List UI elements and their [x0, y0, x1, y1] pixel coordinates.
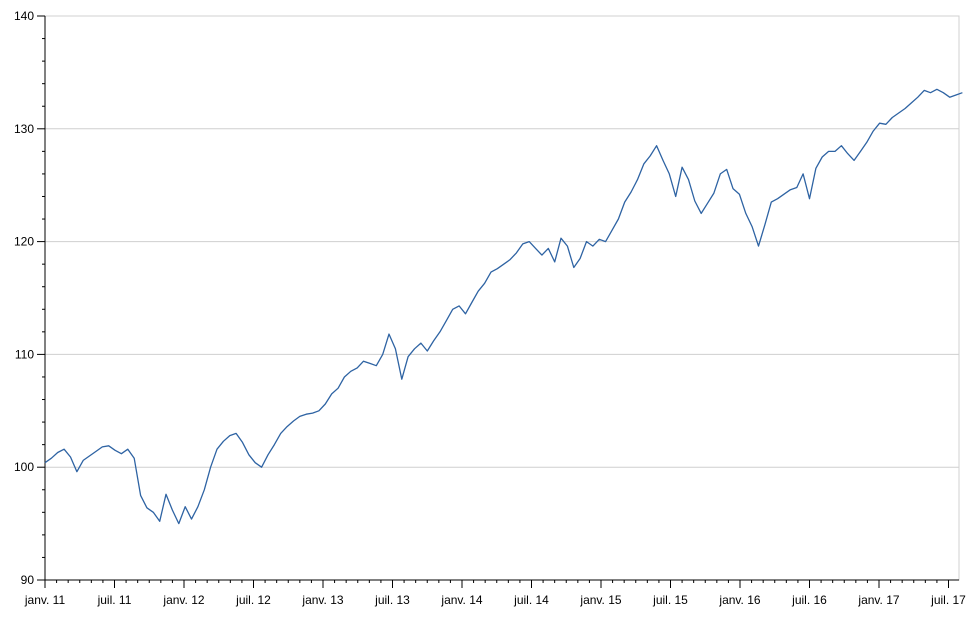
x-tick-label: juil. 17 — [930, 593, 966, 607]
y-tick-label: 140 — [14, 9, 34, 23]
series-line-0 — [44, 88, 963, 525]
x-tick-label: janv. 17 — [857, 593, 899, 607]
x-tick-label: juil. 12 — [235, 593, 271, 607]
x-tick-label: juil. 13 — [374, 593, 410, 607]
gridlines — [45, 15, 959, 468]
x-tick-label: juil. 14 — [513, 593, 549, 607]
x-tick-label: janv. 14 — [440, 593, 482, 607]
x-tick-label: janv. 13 — [301, 593, 343, 607]
y-tick-label: 90 — [21, 573, 35, 587]
series-layer — [44, 88, 963, 525]
x-tick-label: juil. 15 — [652, 593, 688, 607]
y-tick-label: 120 — [14, 235, 34, 249]
x-tick-label: janv. 15 — [579, 593, 621, 607]
plot-area-frame — [44, 15, 960, 581]
x-axis-ticks: janv. 11 juil. 11 janv. 12 juil. 12 janv. 13… — [24, 580, 966, 607]
x-tick-label: juil. 16 — [791, 593, 827, 607]
x-tick-label: janv. 11 — [24, 593, 66, 607]
x-tick-label: janv. 12 — [162, 593, 204, 607]
y-axis-ticks: 90 100 110 120 130 140 — [14, 9, 45, 587]
x-tick-label: janv. 16 — [718, 593, 760, 607]
axes — [44, 16, 959, 581]
x-tick-label: juil. 11 — [97, 593, 132, 607]
y-tick-label: 100 — [14, 460, 34, 474]
y-tick-label: 110 — [15, 347, 34, 361]
y-tick-label: 130 — [14, 122, 34, 136]
